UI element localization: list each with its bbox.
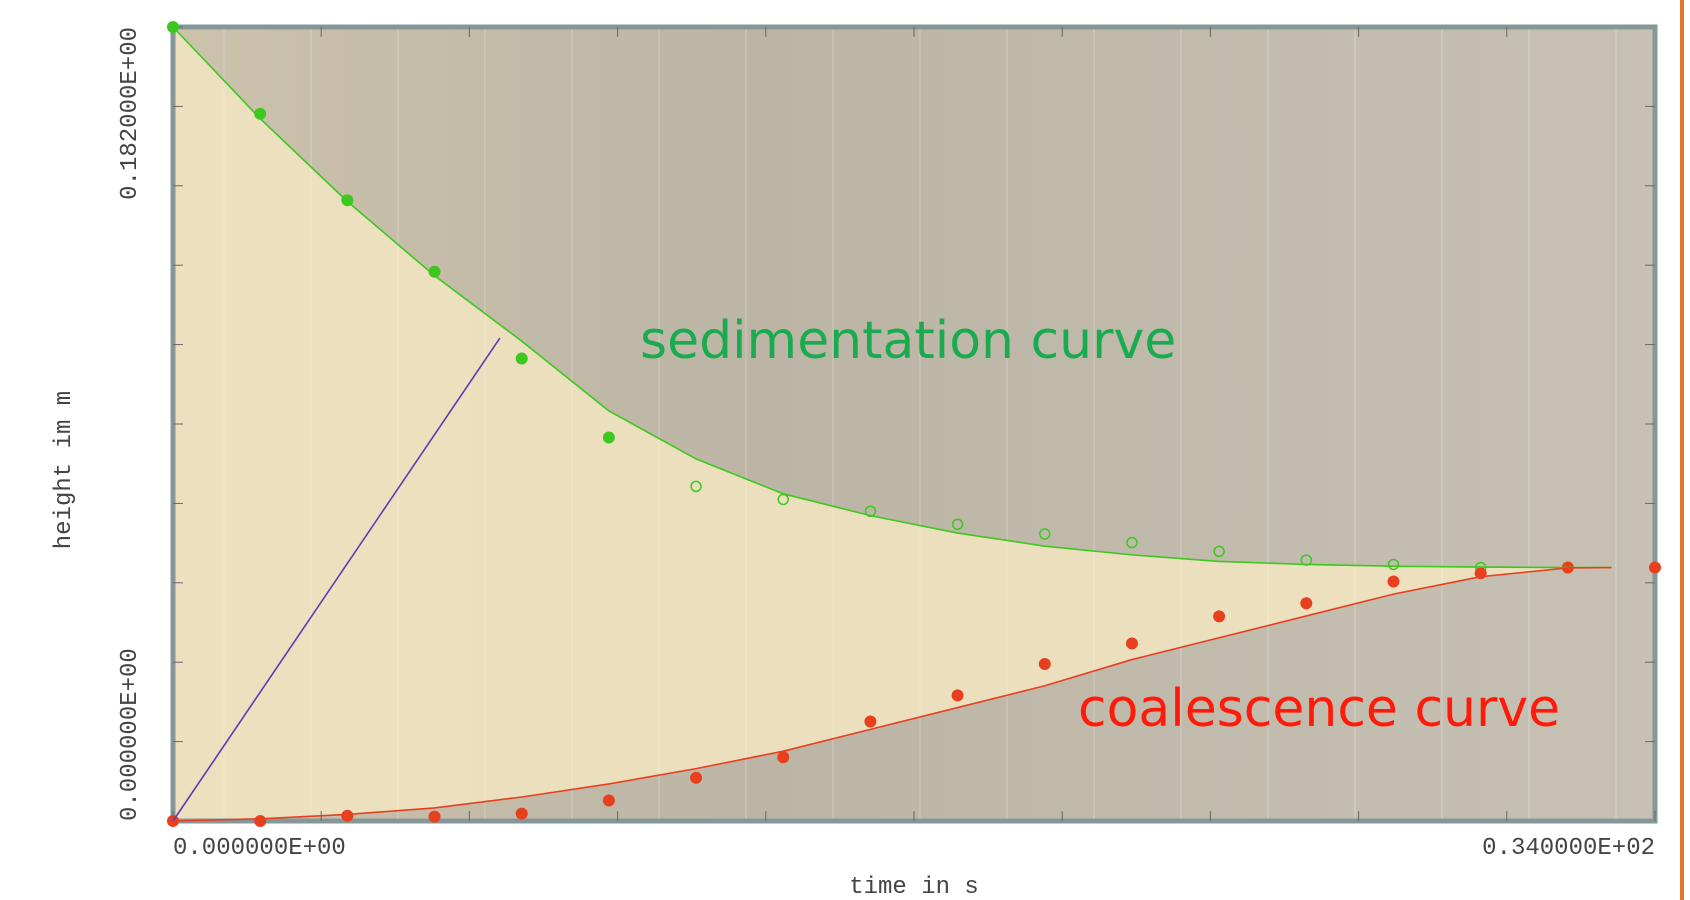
photo-strip bbox=[658, 27, 660, 821]
photo-strip bbox=[919, 27, 921, 821]
data-point bbox=[603, 432, 615, 444]
photo-strip bbox=[832, 27, 834, 821]
photo-strip bbox=[745, 27, 747, 821]
data-point bbox=[516, 353, 528, 365]
data-point bbox=[952, 689, 964, 701]
y-tick-label: 0.182000E+00 bbox=[117, 27, 144, 200]
data-point bbox=[690, 772, 702, 784]
photo-strip bbox=[223, 27, 225, 821]
data-point bbox=[1649, 562, 1661, 574]
data-point bbox=[1213, 610, 1225, 622]
photo-strip bbox=[1006, 27, 1008, 821]
data-point bbox=[516, 808, 528, 820]
data-point bbox=[1039, 658, 1051, 670]
y-axis-label: height im m bbox=[51, 391, 78, 549]
data-point bbox=[777, 751, 789, 763]
chart: height im m time in s 0.000000E+00 0.3400… bbox=[0, 0, 1690, 900]
data-point bbox=[254, 815, 266, 827]
x-tick-label: 0.000000E+00 bbox=[173, 835, 346, 862]
annotation: coalescence curve bbox=[1078, 679, 1560, 739]
y-tick-label: 0.000000E+00 bbox=[117, 648, 144, 821]
data-point bbox=[429, 811, 441, 823]
data-point bbox=[1387, 575, 1399, 587]
x-axis-label: time in s bbox=[849, 874, 979, 900]
data-point bbox=[864, 716, 876, 728]
photo-strip bbox=[1615, 27, 1617, 821]
photo-strip bbox=[571, 27, 573, 821]
data-point bbox=[1126, 637, 1138, 649]
data-point bbox=[1300, 597, 1312, 609]
data-point bbox=[341, 810, 353, 822]
photo-strip bbox=[484, 27, 486, 821]
annotation: sedimentation curve bbox=[640, 311, 1176, 371]
data-point bbox=[603, 794, 615, 806]
page: height im m time in s 0.000000E+00 0.3400… bbox=[0, 0, 1690, 900]
photo-strip bbox=[310, 27, 312, 821]
x-tick-label: 0.340000E+02 bbox=[1482, 835, 1655, 862]
photo-strip bbox=[397, 27, 399, 821]
